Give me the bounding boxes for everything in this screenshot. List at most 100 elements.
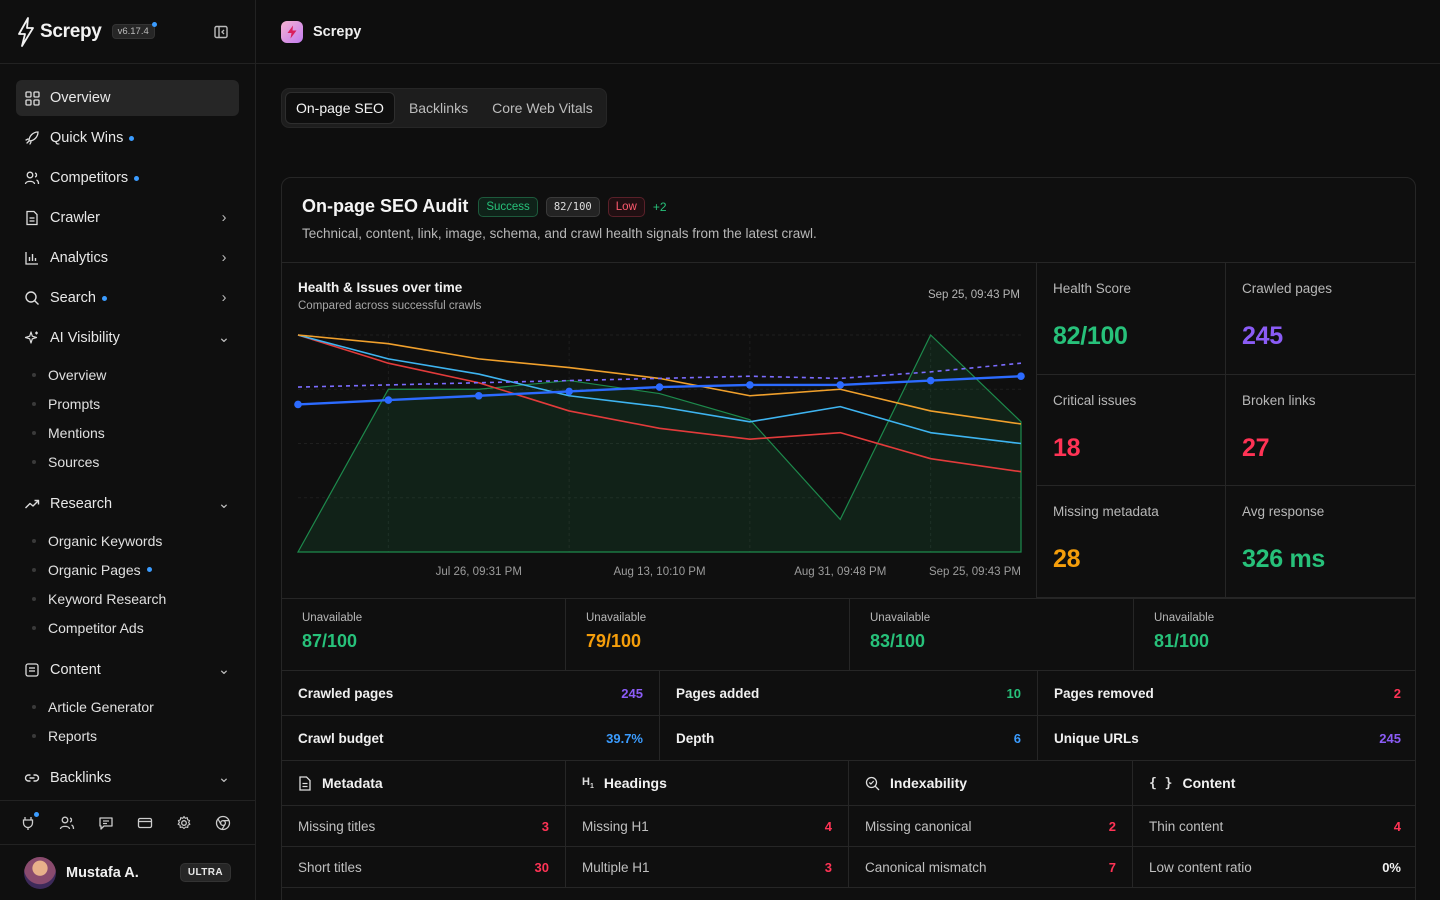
nav-label: Quick Wins xyxy=(50,130,124,146)
tab-backlinks[interactable]: Backlinks xyxy=(408,100,469,116)
metric-unique-urls: Unique URLs 245 xyxy=(1038,716,1415,761)
series-point xyxy=(655,383,664,391)
sub-item-sources[interactable]: Sources xyxy=(32,447,239,476)
metric-depth: Depth 6 xyxy=(660,716,1038,761)
main-content: Screpy On-page SEO Backlinks Core Web Vi… xyxy=(256,0,1440,900)
score-cell: Unavailable 83/100 xyxy=(850,599,1134,670)
sub-item-prompts[interactable]: Prompts xyxy=(32,389,239,418)
section-title: Metadata xyxy=(322,775,383,791)
sub-item-organic-keywords[interactable]: Organic Keywords xyxy=(32,526,239,555)
severity-badge: Low xyxy=(607,196,645,217)
stat-crawled-pages: Crawled pages 245 xyxy=(1226,263,1415,375)
nav-item-research[interactable]: Research ⌄ xyxy=(16,486,239,522)
research-submenu: Organic Keywords Organic Pages Keyword R… xyxy=(16,526,239,642)
check-row: Missing titles 3 xyxy=(282,806,566,847)
chrome-icon[interactable] xyxy=(215,815,231,831)
metric-crawled-pages: Crawled pages 245 xyxy=(282,671,660,716)
card-description: Technical, content, link, image, schema,… xyxy=(302,226,817,241)
nav-item-ai-visibility[interactable]: AI Visibility ⌄ xyxy=(16,320,239,356)
workspace-title: Screpy xyxy=(313,23,362,40)
content-submenu: Article Generator Reports xyxy=(16,692,239,750)
card-icon[interactable] xyxy=(137,815,153,831)
x-tick-label: Aug 13, 10:10 PM xyxy=(613,566,705,578)
x-tick-label: Sep 25, 09:43 PM xyxy=(929,566,1021,578)
check-row: Canonical mismatch 7 xyxy=(849,847,1133,888)
topbar: Screpy xyxy=(256,0,1440,64)
check-value: 7 xyxy=(1108,859,1116,875)
stat-label: Avg response xyxy=(1242,504,1325,519)
user-profile[interactable]: Mustafa A. ULTRA xyxy=(0,844,255,900)
plug-icon[interactable] xyxy=(20,811,39,831)
check-row: Missing H1 4 xyxy=(566,806,849,847)
sub-item-keyword-research[interactable]: Keyword Research xyxy=(32,584,239,613)
collapse-sidebar-button[interactable] xyxy=(211,22,231,42)
chat-icon[interactable] xyxy=(98,815,114,831)
check-value: 3 xyxy=(541,818,549,834)
search-check-icon xyxy=(865,776,880,790)
nav-item-content[interactable]: Content ⌄ xyxy=(16,652,239,688)
nav-label: Crawler xyxy=(50,210,100,226)
sub-item-organic-pages[interactable]: Organic Pages xyxy=(32,555,239,584)
title-row: On-page SEO Audit Success 82/100 Low +2 xyxy=(302,196,1395,217)
nav-label: Overview xyxy=(50,90,111,106)
stat-label: Crawled pages xyxy=(1242,281,1333,296)
sidebar: Screpy v6.17.4 Overview Quick Wins Compe… xyxy=(0,0,256,900)
settings-icon[interactable] xyxy=(176,815,192,831)
nav-item-backlinks[interactable]: Backlinks ⌄ xyxy=(16,760,239,796)
nav-label: Backlinks xyxy=(50,770,112,786)
chart-canvas: Jul 26, 09:31 PM Aug 13, 10:10 PM Aug 31, … xyxy=(294,333,1025,578)
check-value: 4 xyxy=(824,818,832,834)
stat-label: Broken links xyxy=(1242,393,1316,408)
stats-grid: Health Score 82/100 Crawled pages 245 Crit… xyxy=(1037,263,1415,598)
sub-item-mentions[interactable]: Mentions xyxy=(32,418,239,447)
metric-value: 2 xyxy=(1393,685,1401,701)
series-point xyxy=(565,387,573,396)
nav-item-competitors[interactable]: Competitors xyxy=(16,160,239,196)
trend-icon xyxy=(24,496,40,512)
section-content: { } Content xyxy=(1133,761,1415,806)
chart-latest-date: Sep 25, 09:43 PM xyxy=(927,289,1020,301)
nav-label: Content xyxy=(50,662,101,678)
score-value: 87/100 xyxy=(302,631,358,651)
check-label: Low content ratio xyxy=(1149,859,1252,875)
tab-on-page-seo[interactable]: On-page SEO xyxy=(285,92,395,124)
sidebar-toolbar xyxy=(0,800,255,844)
new-dot xyxy=(146,567,152,572)
sub-item-overview[interactable]: Overview xyxy=(32,360,239,389)
new-dot xyxy=(134,175,140,181)
team-icon[interactable] xyxy=(59,815,75,831)
check-row: Low content ratio 0% xyxy=(1133,847,1415,888)
stat-value: 18 xyxy=(1053,434,1081,462)
metric-label: Unique URLs xyxy=(1054,730,1139,746)
stat-health-score: Health Score 82/100 xyxy=(1037,263,1226,375)
seo-audit-card: On-page SEO Audit Success 82/100 Low +2 … xyxy=(281,177,1416,900)
nav-item-overview[interactable]: Overview xyxy=(16,80,239,116)
score-label: Unavailable xyxy=(870,612,931,624)
sub-item-competitor-ads[interactable]: Competitor Ads xyxy=(32,613,239,642)
score-badge: 82/100 xyxy=(545,196,600,217)
sub-item-article-generator[interactable]: Article Generator xyxy=(32,692,239,721)
nav-item-quick-wins[interactable]: Quick Wins xyxy=(16,120,239,156)
chevron-down-icon: ⌄ xyxy=(217,770,231,786)
nav-label: Research xyxy=(50,496,113,512)
series-point xyxy=(926,376,935,385)
check-value: 3 xyxy=(824,859,832,875)
sub-item-reports[interactable]: Reports xyxy=(32,721,239,750)
section-title: Headings xyxy=(603,775,667,791)
score-row: Unavailable 87/100 Unavailable 79/100 Unav… xyxy=(282,598,1415,671)
metric-value: 39.7% xyxy=(606,730,643,746)
nav-label: Analytics xyxy=(50,250,109,266)
score-cell: Unavailable 79/100 xyxy=(566,599,850,670)
sub-item-label: Organic Pages xyxy=(48,561,141,578)
logo[interactable]: Screpy v6.17.4 xyxy=(16,16,157,47)
status-badge: Success xyxy=(478,196,538,217)
sparkles-icon xyxy=(24,330,40,346)
nav-item-search[interactable]: Search › xyxy=(16,280,239,316)
chart-title: Health & Issues over time xyxy=(298,280,463,295)
nav-item-crawler[interactable]: Crawler › xyxy=(16,200,239,236)
nav-item-analytics[interactable]: Analytics › xyxy=(16,240,239,276)
content-icon xyxy=(24,662,40,678)
stat-value: 326 ms xyxy=(1242,545,1325,573)
tab-core-web-vitals[interactable]: Core Web Vitals xyxy=(492,100,593,116)
chart-subtitle: Compared across successful crawls xyxy=(298,300,482,312)
